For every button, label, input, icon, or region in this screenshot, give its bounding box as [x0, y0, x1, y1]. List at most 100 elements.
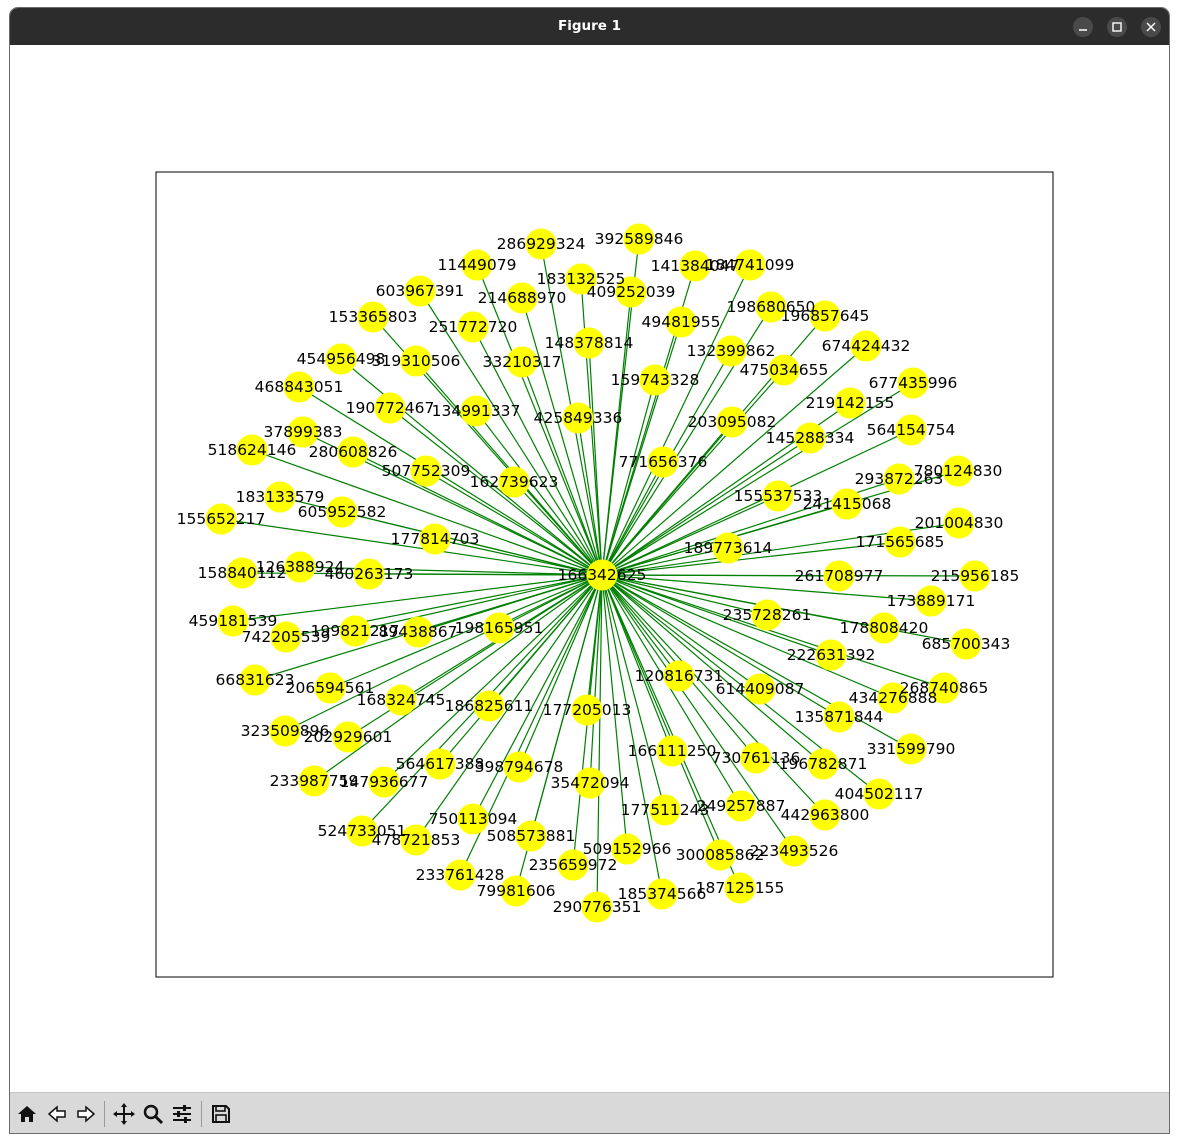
graph-edge [601, 574, 840, 718]
graph-edge [354, 574, 603, 632]
node-label: 249257887 [697, 797, 786, 815]
graph-edge [476, 264, 603, 576]
toolbar-separator [104, 1101, 105, 1127]
graph-node [884, 526, 916, 558]
graph-node [942, 455, 974, 487]
home-button[interactable] [13, 1100, 41, 1128]
node-label: 409252039 [587, 283, 676, 301]
close-icon [1146, 22, 1156, 32]
node-label: 132399862 [687, 342, 776, 360]
graph-edge [352, 451, 603, 576]
graph-edge [601, 574, 976, 577]
toolbar-separator [201, 1101, 202, 1127]
graph-node [639, 364, 671, 396]
graph-node [239, 664, 271, 696]
save-button[interactable] [207, 1100, 235, 1128]
graph-node [400, 345, 432, 377]
node-label: 120816731 [635, 667, 724, 685]
node-label: 475034655 [740, 361, 829, 379]
graph-node [850, 330, 882, 362]
node-label: 300085862 [676, 846, 765, 864]
graph-edge [601, 379, 656, 576]
graph-node [834, 387, 866, 419]
graph-edge [521, 297, 603, 576]
graph-node [716, 406, 748, 438]
node-label: 33210317 [483, 353, 562, 371]
node-label: 177814703 [391, 530, 480, 548]
graph-node [663, 660, 695, 692]
node-label: 286929324 [497, 235, 586, 253]
maximize-button[interactable] [1107, 17, 1127, 37]
graph-node [809, 300, 841, 332]
node-label: 233987759 [270, 772, 359, 790]
minimize-button[interactable] [1073, 17, 1093, 37]
node-label: 198680650 [727, 298, 816, 316]
graph-node [895, 733, 927, 765]
graph-node [269, 715, 301, 747]
graph-edge [513, 481, 603, 576]
graph-node [402, 616, 434, 648]
graph-node [665, 306, 697, 338]
configure-subplots-button[interactable] [168, 1100, 196, 1128]
graph-node [928, 672, 960, 704]
graph-node [332, 721, 364, 753]
graph-edge [601, 574, 824, 765]
graph-node [823, 701, 855, 733]
graph-edge [601, 547, 729, 576]
node-label: 564154754 [867, 421, 956, 439]
node-label: 166342625 [558, 566, 647, 584]
graph-edge [439, 574, 603, 765]
node-label: 331599790 [867, 740, 956, 758]
graph-edge [472, 326, 603, 576]
pan-button[interactable] [110, 1100, 138, 1128]
graph-node [506, 282, 538, 314]
graph-edge [601, 264, 751, 576]
node-label: 564617388 [396, 755, 485, 773]
graph-node [823, 560, 855, 592]
graph-node [755, 291, 787, 323]
graph-node [357, 301, 389, 333]
node-label: 235728261 [723, 606, 812, 624]
close-button[interactable] [1141, 17, 1161, 37]
graph-node [314, 672, 346, 704]
graph-node [503, 751, 535, 783]
graph-node [897, 367, 929, 399]
graph-node [778, 835, 810, 867]
graph-edge [472, 574, 603, 820]
node-label: 319310506 [372, 352, 461, 370]
graph-node [326, 496, 358, 528]
node-label: 196782871 [779, 755, 868, 773]
graph-edge [415, 574, 603, 841]
graph-node [734, 249, 766, 281]
node-label: 603967391 [376, 282, 465, 300]
graph-edge [389, 407, 603, 576]
graph-edge [383, 574, 603, 783]
node-label: 37899383 [264, 423, 343, 441]
node-label: 177205013 [543, 701, 632, 719]
graph-edge [601, 429, 912, 576]
node-label: 196857645 [781, 307, 870, 325]
node-label: 507752309 [382, 462, 471, 480]
node-label: 605952582 [298, 503, 387, 521]
graph-node [374, 392, 406, 424]
graph-edge [601, 541, 901, 576]
forward-button[interactable] [72, 1100, 100, 1128]
back-button[interactable] [43, 1100, 71, 1128]
node-label: 434276888 [849, 689, 938, 707]
node-label: 524733051 [318, 822, 407, 840]
graph-node [611, 833, 643, 865]
graph-node [284, 551, 316, 583]
graph-node [562, 402, 594, 434]
node-label: 11449079 [438, 256, 517, 274]
zoom-button[interactable] [139, 1100, 167, 1128]
graph-edge [589, 574, 603, 784]
graph-node [573, 327, 605, 359]
labels-group: 286929324 392589846 11449079 183132525 14138… [177, 230, 1020, 916]
graph-edge [588, 342, 603, 576]
figure-canvas[interactable]: 286929324 392589846 11449079 183132525 14138… [10, 45, 1169, 1092]
node-label: 177511243 [621, 801, 710, 819]
graph-edge [434, 538, 603, 576]
graph-node [623, 223, 655, 255]
graph-edge [251, 449, 603, 576]
graph-node [615, 276, 647, 308]
